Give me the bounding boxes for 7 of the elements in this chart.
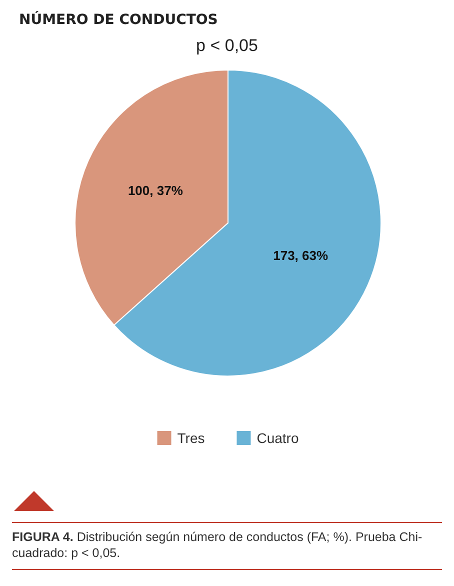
chart-subtitle: p < 0,05 [196, 36, 258, 55]
chart-title: NÚMERO DE CONDUCTOS [19, 11, 218, 28]
data-label: 100, 37% [128, 183, 184, 198]
legend-label: Tres [177, 430, 205, 446]
text: FIGURA 4. Distribución según número de conductos (FA; %). Prueba Chi-cuadrado: p < 0,05. [12, 529, 424, 561]
data-label: 173, 63% [273, 248, 328, 263]
legend-label: Cuatro [256, 430, 299, 446]
